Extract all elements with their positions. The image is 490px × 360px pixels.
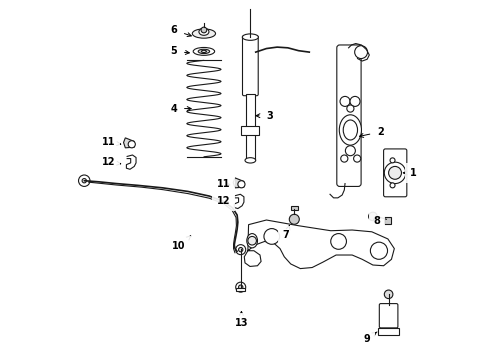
Circle shape [239, 248, 243, 252]
Text: 8: 8 [373, 216, 381, 226]
FancyBboxPatch shape [379, 303, 398, 328]
Polygon shape [245, 220, 394, 269]
Ellipse shape [247, 234, 258, 248]
Circle shape [370, 242, 388, 259]
Circle shape [389, 166, 401, 179]
Circle shape [345, 146, 355, 156]
Text: 11: 11 [102, 138, 121, 148]
FancyBboxPatch shape [243, 36, 258, 96]
Circle shape [236, 282, 245, 292]
Circle shape [390, 158, 395, 163]
Circle shape [355, 46, 368, 59]
Circle shape [239, 285, 243, 289]
Ellipse shape [193, 48, 215, 55]
Text: 7: 7 [283, 225, 290, 240]
Bar [378, 328, 399, 336]
Text: 12: 12 [102, 157, 121, 167]
Bar [291, 206, 298, 210]
FancyBboxPatch shape [337, 45, 361, 186]
Circle shape [248, 237, 256, 245]
Text: 11: 11 [217, 179, 230, 189]
Text: 13: 13 [235, 311, 248, 328]
Bar [242, 126, 259, 135]
Circle shape [354, 155, 361, 162]
Circle shape [340, 96, 350, 107]
Bar [237, 288, 245, 292]
Circle shape [341, 155, 348, 162]
Bar [246, 94, 255, 160]
Ellipse shape [199, 28, 209, 35]
Circle shape [347, 105, 354, 112]
Ellipse shape [245, 158, 256, 163]
Circle shape [350, 96, 360, 107]
Circle shape [128, 141, 135, 148]
Text: 10: 10 [172, 236, 191, 251]
Circle shape [289, 214, 299, 224]
Text: 3: 3 [256, 111, 273, 121]
Circle shape [236, 245, 245, 255]
Ellipse shape [201, 50, 206, 53]
Ellipse shape [243, 34, 258, 40]
Circle shape [384, 290, 393, 298]
Polygon shape [233, 178, 244, 188]
Text: 5: 5 [170, 46, 189, 57]
Ellipse shape [339, 115, 362, 145]
Ellipse shape [343, 120, 358, 140]
Circle shape [331, 234, 346, 249]
FancyBboxPatch shape [384, 149, 407, 197]
Text: 9: 9 [363, 332, 377, 344]
Circle shape [390, 183, 395, 188]
Circle shape [384, 162, 406, 184]
Text: 12: 12 [217, 197, 230, 206]
Text: 4: 4 [170, 104, 191, 113]
Circle shape [82, 179, 86, 183]
Text: 6: 6 [170, 25, 191, 36]
Text: 2: 2 [360, 127, 384, 138]
Text: 1: 1 [403, 168, 416, 178]
Circle shape [368, 212, 377, 221]
Circle shape [78, 175, 90, 186]
Polygon shape [123, 138, 134, 148]
Circle shape [238, 181, 245, 188]
Bar [384, 217, 391, 224]
Ellipse shape [192, 29, 216, 38]
Ellipse shape [198, 49, 210, 54]
Circle shape [201, 27, 207, 33]
Circle shape [264, 229, 280, 244]
